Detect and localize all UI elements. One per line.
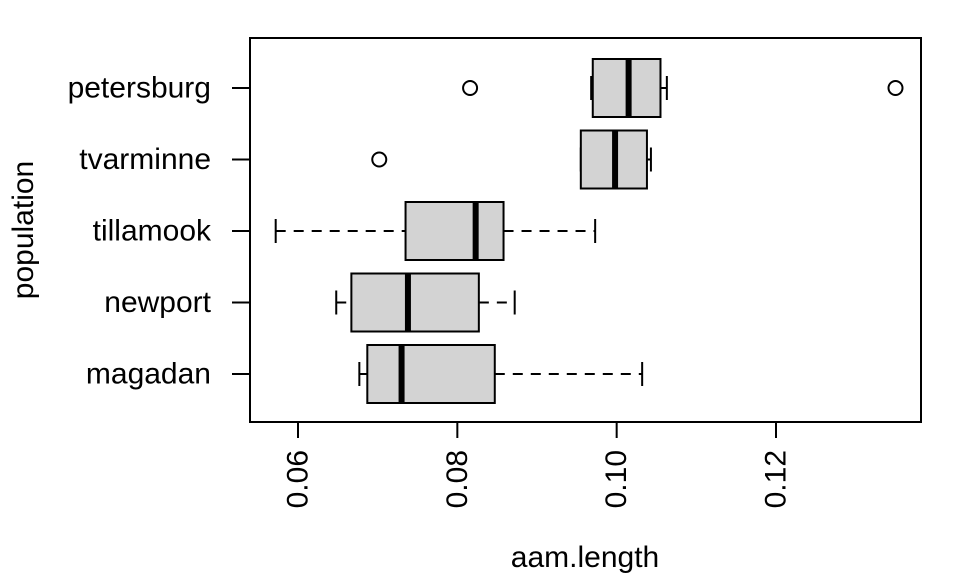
outlier-point bbox=[462, 80, 479, 96]
box-group bbox=[462, 58, 904, 118]
y-tick-label: magadan bbox=[86, 358, 211, 391]
y-axis: magadan newport tillamook tvarminne petersbu… bbox=[68, 72, 251, 391]
outlier-point bbox=[371, 151, 388, 168]
x-axis: 0.06 0.08 0.10 0.12 bbox=[282, 421, 793, 508]
box-group bbox=[371, 129, 652, 190]
box-iqr bbox=[350, 272, 480, 333]
x-tick-label: 0.08 bbox=[441, 450, 474, 508]
outlier-point bbox=[887, 80, 904, 96]
y-axis-title: population bbox=[7, 161, 40, 299]
x-tick-label: 0.10 bbox=[600, 450, 633, 508]
y-tick-label: tillamook bbox=[93, 215, 212, 248]
box-iqr bbox=[404, 201, 505, 261]
box-group bbox=[358, 344, 644, 404]
x-axis-title: aam.length bbox=[511, 541, 659, 574]
box-iqr bbox=[366, 344, 496, 404]
x-tick-label: 0.06 bbox=[282, 450, 315, 508]
y-tick-label: petersburg bbox=[68, 72, 211, 105]
boxes-layer bbox=[274, 58, 904, 404]
y-tick-label: newport bbox=[104, 286, 211, 319]
box-group bbox=[274, 201, 597, 261]
box-group bbox=[335, 272, 516, 333]
x-tick-label: 0.12 bbox=[760, 450, 793, 508]
y-tick-label: tvarminne bbox=[79, 143, 211, 176]
